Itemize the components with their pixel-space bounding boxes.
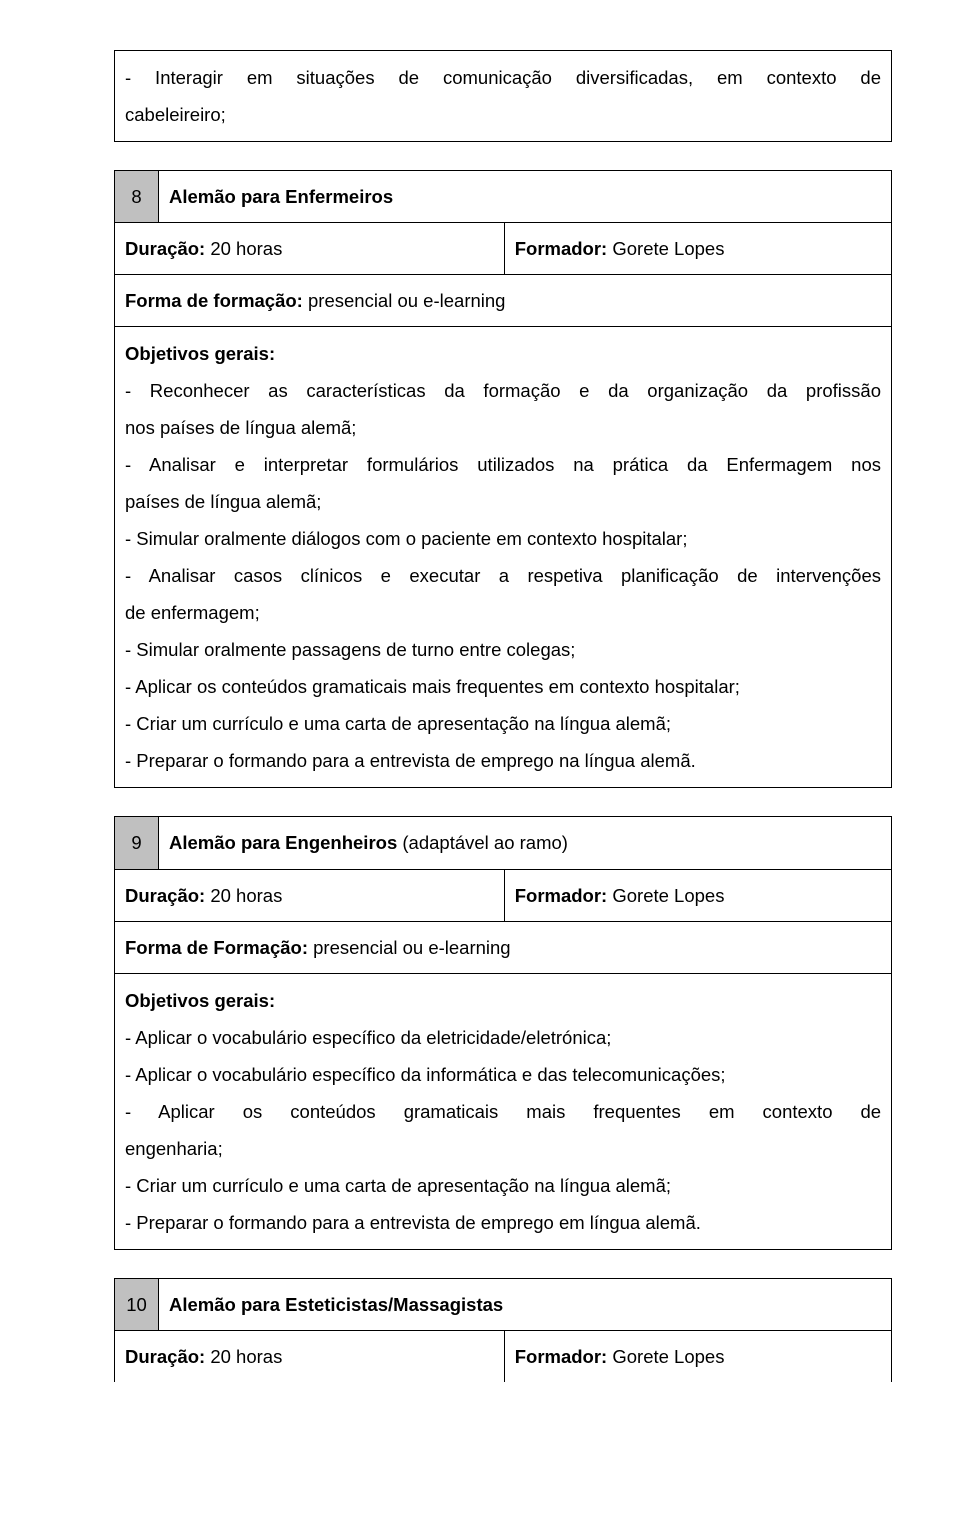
objectives-cell: Objetivos gerais: - Aplicar o vocabulári… — [115, 973, 892, 1249]
block-enfermeiros: 8 Alemão para Enfermeiros Duração: 20 ho… — [114, 170, 892, 788]
block-cabeleireiro: - Interagir em situações de comunicação … — [114, 50, 892, 142]
w: gramaticais — [404, 1101, 499, 1122]
w: Aplicar — [158, 1101, 215, 1122]
line: - Interagir em situações de comunicação … — [125, 59, 881, 96]
objective-line: - Simular oralmente diálogos com o pacie… — [125, 520, 881, 557]
trainer-label: Formador: — [515, 885, 608, 906]
objective-line: - Preparar o formando para a entrevista … — [125, 742, 881, 779]
duration-value: 20 horas — [205, 885, 282, 906]
w: frequentes — [593, 1101, 680, 1122]
w: conteúdos — [290, 1101, 375, 1122]
trainer-label: Formador: — [515, 1346, 608, 1367]
objective-line: - Criar um currículo e uma carta de apre… — [125, 705, 881, 742]
objectives-label: Objetivos gerais: — [125, 335, 881, 372]
objective-line: - Analisar e interpretar formulários uti… — [125, 446, 881, 483]
trainer-label: Formador: — [515, 238, 608, 259]
trainer-value: Gorete Lopes — [607, 1346, 724, 1367]
format-value: presencial ou e-learning — [303, 290, 506, 311]
duration-cell: Duração: 20 horas — [115, 869, 505, 921]
w: em — [709, 1101, 735, 1122]
objective-line: de enfermagem; — [125, 594, 881, 631]
objective-line: - Criar um currículo e uma carta de apre… — [125, 1167, 881, 1204]
format-cell: Forma de Formação: presencial ou e-learn… — [115, 921, 892, 973]
objective-line: - Analisar casos clínicos e executar a r… — [125, 557, 881, 594]
w: contexto — [763, 1101, 833, 1122]
w: mais — [526, 1101, 565, 1122]
block-esteticistas: 10 Alemão para Esteticistas/Massagistas … — [114, 1278, 892, 1382]
line: cabeleireiro; — [125, 96, 881, 133]
duration-cell: Duração: 20 horas — [115, 223, 505, 275]
objective-line: - Aplicar os conteúdos gramaticais mais … — [125, 1093, 881, 1130]
objective-line: - Preparar o formando para a entrevista … — [125, 1204, 881, 1241]
course-title: Alemão para Enfermeiros — [159, 171, 892, 223]
format-cell: Forma de formação: presencial ou e-learn… — [115, 275, 892, 327]
format-label: Forma de formação: — [125, 290, 303, 311]
trainer-cell: Formador: Gorete Lopes — [504, 869, 891, 921]
w: os — [243, 1101, 263, 1122]
objective-line: - Aplicar o vocabulário específico da el… — [125, 1019, 881, 1056]
w: de — [861, 1101, 882, 1122]
objectives-cell: Objetivos gerais: - Reconhecer as caract… — [115, 327, 892, 788]
duration-value: 20 horas — [205, 1346, 282, 1367]
objective-line: países de língua alemã; — [125, 483, 881, 520]
duration-label: Duração: — [125, 885, 205, 906]
title-suffix: (adaptável ao ramo) — [397, 832, 568, 853]
duration-label: Duração: — [125, 238, 205, 259]
block-engenheiros: 9 Alemão para Engenheiros (adaptável ao … — [114, 816, 892, 1249]
duration-cell: Duração: 20 horas — [115, 1330, 505, 1382]
objectives-label: Objetivos gerais: — [125, 982, 881, 1019]
format-value: presencial ou e-learning — [308, 937, 511, 958]
format-label: Forma de Formação: — [125, 937, 308, 958]
trainer-value: Gorete Lopes — [607, 238, 724, 259]
course-number: 10 — [115, 1278, 159, 1330]
duration-value: 20 horas — [205, 238, 282, 259]
objective-line: engenharia; — [125, 1130, 881, 1167]
course-number: 9 — [115, 817, 159, 869]
title-text: Alemão para Engenheiros — [169, 832, 397, 853]
trainer-cell: Formador: Gorete Lopes — [504, 223, 891, 275]
trainer-cell: Formador: Gorete Lopes — [504, 1330, 891, 1382]
objective-line: - Aplicar o vocabulário específico da in… — [125, 1056, 881, 1093]
course-title: Alemão para Esteticistas/Massagistas — [159, 1278, 892, 1330]
content-cell: - Interagir em situações de comunicação … — [115, 51, 892, 142]
duration-label: Duração: — [125, 1346, 205, 1367]
objective-line: - Reconhecer as características da forma… — [125, 372, 881, 409]
course-number: 8 — [115, 171, 159, 223]
objective-line: - Simular oralmente passagens de turno e… — [125, 631, 881, 668]
objective-line: - Aplicar os conteúdos gramaticais mais … — [125, 668, 881, 705]
course-title: Alemão para Engenheiros (adaptável ao ra… — [159, 817, 892, 869]
w: - — [125, 1101, 131, 1122]
objective-line: nos países de língua alemã; — [125, 409, 881, 446]
trainer-value: Gorete Lopes — [607, 885, 724, 906]
